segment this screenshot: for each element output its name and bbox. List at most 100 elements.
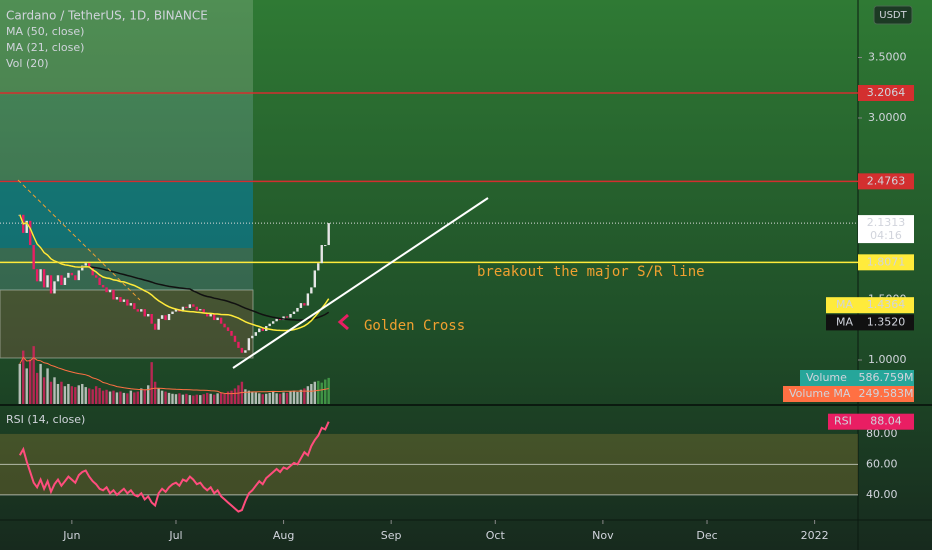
volume-bar bbox=[108, 391, 112, 404]
candle bbox=[136, 309, 139, 312]
volume-bar bbox=[150, 362, 153, 404]
volume-bar bbox=[299, 389, 303, 404]
x-tick-label: Nov bbox=[592, 529, 614, 542]
volume-bar bbox=[195, 394, 198, 404]
candle bbox=[105, 287, 108, 293]
volume-bar bbox=[157, 388, 160, 404]
volume-bar bbox=[327, 377, 330, 404]
position-zone bbox=[0, 180, 253, 248]
ma21-line bbox=[19, 214, 330, 332]
candle bbox=[216, 317, 219, 321]
volume-bar bbox=[119, 391, 122, 404]
rsi-tick-label: 80.00 bbox=[866, 427, 898, 440]
volume-bar bbox=[192, 395, 195, 404]
candle bbox=[313, 270, 317, 288]
candle bbox=[115, 297, 119, 300]
volume-bar bbox=[60, 381, 63, 404]
volume-bar bbox=[18, 363, 21, 404]
candle bbox=[230, 330, 233, 336]
volume-bar bbox=[164, 391, 167, 404]
candle bbox=[320, 245, 323, 264]
volume-bar bbox=[81, 383, 84, 404]
candle bbox=[181, 306, 185, 312]
candle bbox=[140, 309, 143, 312]
candle bbox=[226, 327, 230, 331]
candle bbox=[327, 223, 330, 246]
volume-label-value: 586.759M bbox=[859, 371, 914, 384]
candle bbox=[251, 335, 254, 339]
volume-bar bbox=[247, 390, 251, 404]
candle bbox=[88, 263, 91, 269]
candle bbox=[77, 270, 80, 281]
volume-bar bbox=[126, 393, 129, 404]
candle bbox=[244, 350, 247, 353]
volume-bar bbox=[244, 389, 247, 404]
x-tick-label: Jun bbox=[62, 529, 80, 542]
rsi-label-name: RSI bbox=[834, 415, 852, 428]
volume-bar bbox=[278, 393, 282, 404]
position-zone bbox=[0, 95, 253, 180]
candle bbox=[129, 303, 133, 306]
candle bbox=[206, 312, 209, 317]
rsi-label-value: 88.04 bbox=[870, 415, 902, 428]
candle bbox=[310, 287, 313, 294]
volume-bar bbox=[171, 393, 174, 404]
volume-bar bbox=[275, 393, 278, 404]
volume-bar bbox=[46, 368, 49, 404]
candle bbox=[101, 284, 105, 288]
candle bbox=[91, 268, 94, 276]
ma-label-bg bbox=[826, 297, 914, 314]
candle bbox=[32, 245, 35, 270]
candle bbox=[119, 297, 122, 302]
rsi-tick-label: 40.00 bbox=[866, 488, 898, 501]
volume-bar bbox=[289, 391, 292, 404]
volume-bar bbox=[153, 381, 157, 404]
candle bbox=[219, 317, 223, 324]
candle bbox=[292, 311, 296, 315]
volume-bar bbox=[230, 390, 233, 404]
volume-bar bbox=[320, 382, 323, 404]
volume-bar bbox=[313, 381, 317, 404]
volume-bar bbox=[233, 388, 237, 404]
candle bbox=[306, 293, 310, 306]
x-tick-label: Aug bbox=[273, 529, 294, 542]
candle bbox=[167, 314, 171, 321]
volume-bar bbox=[98, 387, 101, 404]
candle bbox=[81, 265, 84, 271]
volume-bar bbox=[94, 386, 98, 404]
volume-bar bbox=[258, 393, 261, 404]
annotation: breakout the major S/R line bbox=[477, 264, 705, 280]
last-price-bg bbox=[858, 215, 914, 244]
volume-bar bbox=[324, 379, 327, 404]
candle bbox=[202, 309, 205, 313]
level-label: 2.4763 bbox=[867, 174, 906, 187]
candle bbox=[185, 306, 188, 308]
candle bbox=[258, 328, 261, 333]
volume-label-name: Volume bbox=[806, 371, 847, 384]
volume-bar bbox=[209, 393, 212, 404]
candle bbox=[143, 309, 146, 317]
volume-bar bbox=[147, 385, 150, 404]
candle bbox=[25, 220, 28, 233]
candle bbox=[60, 275, 63, 285]
volume-bar bbox=[285, 392, 289, 404]
currency-badge[interactable] bbox=[873, 5, 913, 25]
volume-bar bbox=[160, 390, 164, 404]
volume-bar bbox=[28, 359, 32, 404]
indicator: Vol (20) bbox=[6, 57, 49, 70]
volume-bar bbox=[317, 380, 320, 404]
candle bbox=[240, 347, 244, 353]
volume-bar bbox=[91, 389, 94, 404]
volume-bar bbox=[310, 383, 313, 404]
volume-bar bbox=[178, 393, 181, 404]
candle bbox=[171, 311, 174, 315]
volume-bar bbox=[303, 388, 306, 404]
candle bbox=[174, 309, 178, 312]
volume-bar bbox=[254, 392, 258, 404]
volume-bar bbox=[101, 390, 105, 404]
volume-bar bbox=[70, 386, 74, 404]
candle bbox=[49, 275, 53, 294]
candle bbox=[126, 299, 129, 306]
candle bbox=[285, 316, 289, 318]
